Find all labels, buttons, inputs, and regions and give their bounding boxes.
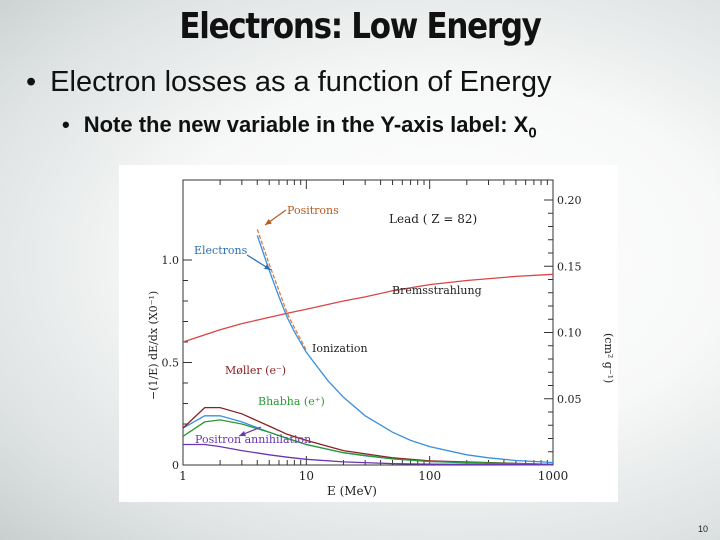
bullet-dot: • xyxy=(26,66,37,98)
chart-series xyxy=(182,209,554,466)
slide-title: Electrons: Low Energy xyxy=(179,6,541,47)
bullet-sub-text: Note the new variable in the Y-axis labe… xyxy=(83,112,529,137)
plot-frame xyxy=(182,179,554,466)
arrow-positrons-head xyxy=(265,219,272,225)
y-tick-label-right: 0.05 xyxy=(557,393,582,406)
series-line-bhabha-e- xyxy=(182,419,554,466)
series-line-m-ller-e- xyxy=(182,406,554,466)
y-axis-label-left: −(1/E) dE/dx (X0⁻¹) xyxy=(147,291,160,400)
page-number: 10 xyxy=(697,524,708,534)
label-ionization: Ionization xyxy=(312,342,368,355)
x-tick-label: 10 xyxy=(299,469,314,483)
y-axis-label-right: (cm² g⁻¹) xyxy=(602,333,615,383)
y-tick-label-right: 0.10 xyxy=(557,327,582,340)
series-line-bremsstrahlung xyxy=(182,273,554,343)
x-tick-label: 1000 xyxy=(538,469,569,483)
label-bhabha: Bhabha (e⁺) xyxy=(258,395,325,408)
series-line-electrons xyxy=(256,235,554,464)
y-tick-label-left: 0 xyxy=(172,459,179,472)
y-tick-label-right: 0.15 xyxy=(557,260,582,273)
x-tick-label: 100 xyxy=(418,469,441,483)
label-moller: Møller (e⁻) xyxy=(225,364,286,377)
x-tick-label: 1 xyxy=(179,469,187,483)
y-tick-label-right: 0.20 xyxy=(557,194,582,207)
x-axis-label: E (MeV) xyxy=(327,484,377,498)
y-tick-label-left: 0.5 xyxy=(162,357,180,370)
chart-frame: 1 10 100 1000 0 0.5 1.0 0.05 0.10 0.15 0.20 xyxy=(162,179,582,483)
bullet-sub-subscript: 0 xyxy=(528,124,537,142)
label-electrons: Electrons xyxy=(194,244,248,257)
arrow-annihilation-head xyxy=(239,431,246,437)
bullet-main: • Electron losses as a function of Energy xyxy=(26,66,551,99)
bullet-main-text: Electron losses as a function of Energy xyxy=(50,66,552,98)
series-line-positrons xyxy=(256,229,307,351)
chart-title: Lead ( Z = 82) xyxy=(389,212,477,226)
bullet-dot: • xyxy=(62,112,70,137)
chart-labels: Lead ( Z = 82) E (MeV) −(1/E) dE/dx (X0⁻… xyxy=(147,204,615,498)
arrow-electrons-head xyxy=(264,264,271,270)
series-line-positron-annihilation xyxy=(183,443,554,466)
label-positrons: Positrons xyxy=(287,204,339,217)
chart-figure: 1 10 100 1000 0 0.5 1.0 0.05 0.10 0.15 0.20 Lead (… xyxy=(119,165,618,502)
y-tick-label-left: 1.0 xyxy=(162,254,180,267)
bullet-sub: • Note the new variable in the Y-axis lab… xyxy=(62,112,537,141)
energy-loss-chart: 1 10 100 1000 0 0.5 1.0 0.05 0.10 0.15 0.20 Lead (… xyxy=(147,179,615,498)
label-positron-annihilation: Positron annihilation xyxy=(195,433,311,446)
label-bremsstrahlung: Bremsstrahlung xyxy=(392,284,482,297)
